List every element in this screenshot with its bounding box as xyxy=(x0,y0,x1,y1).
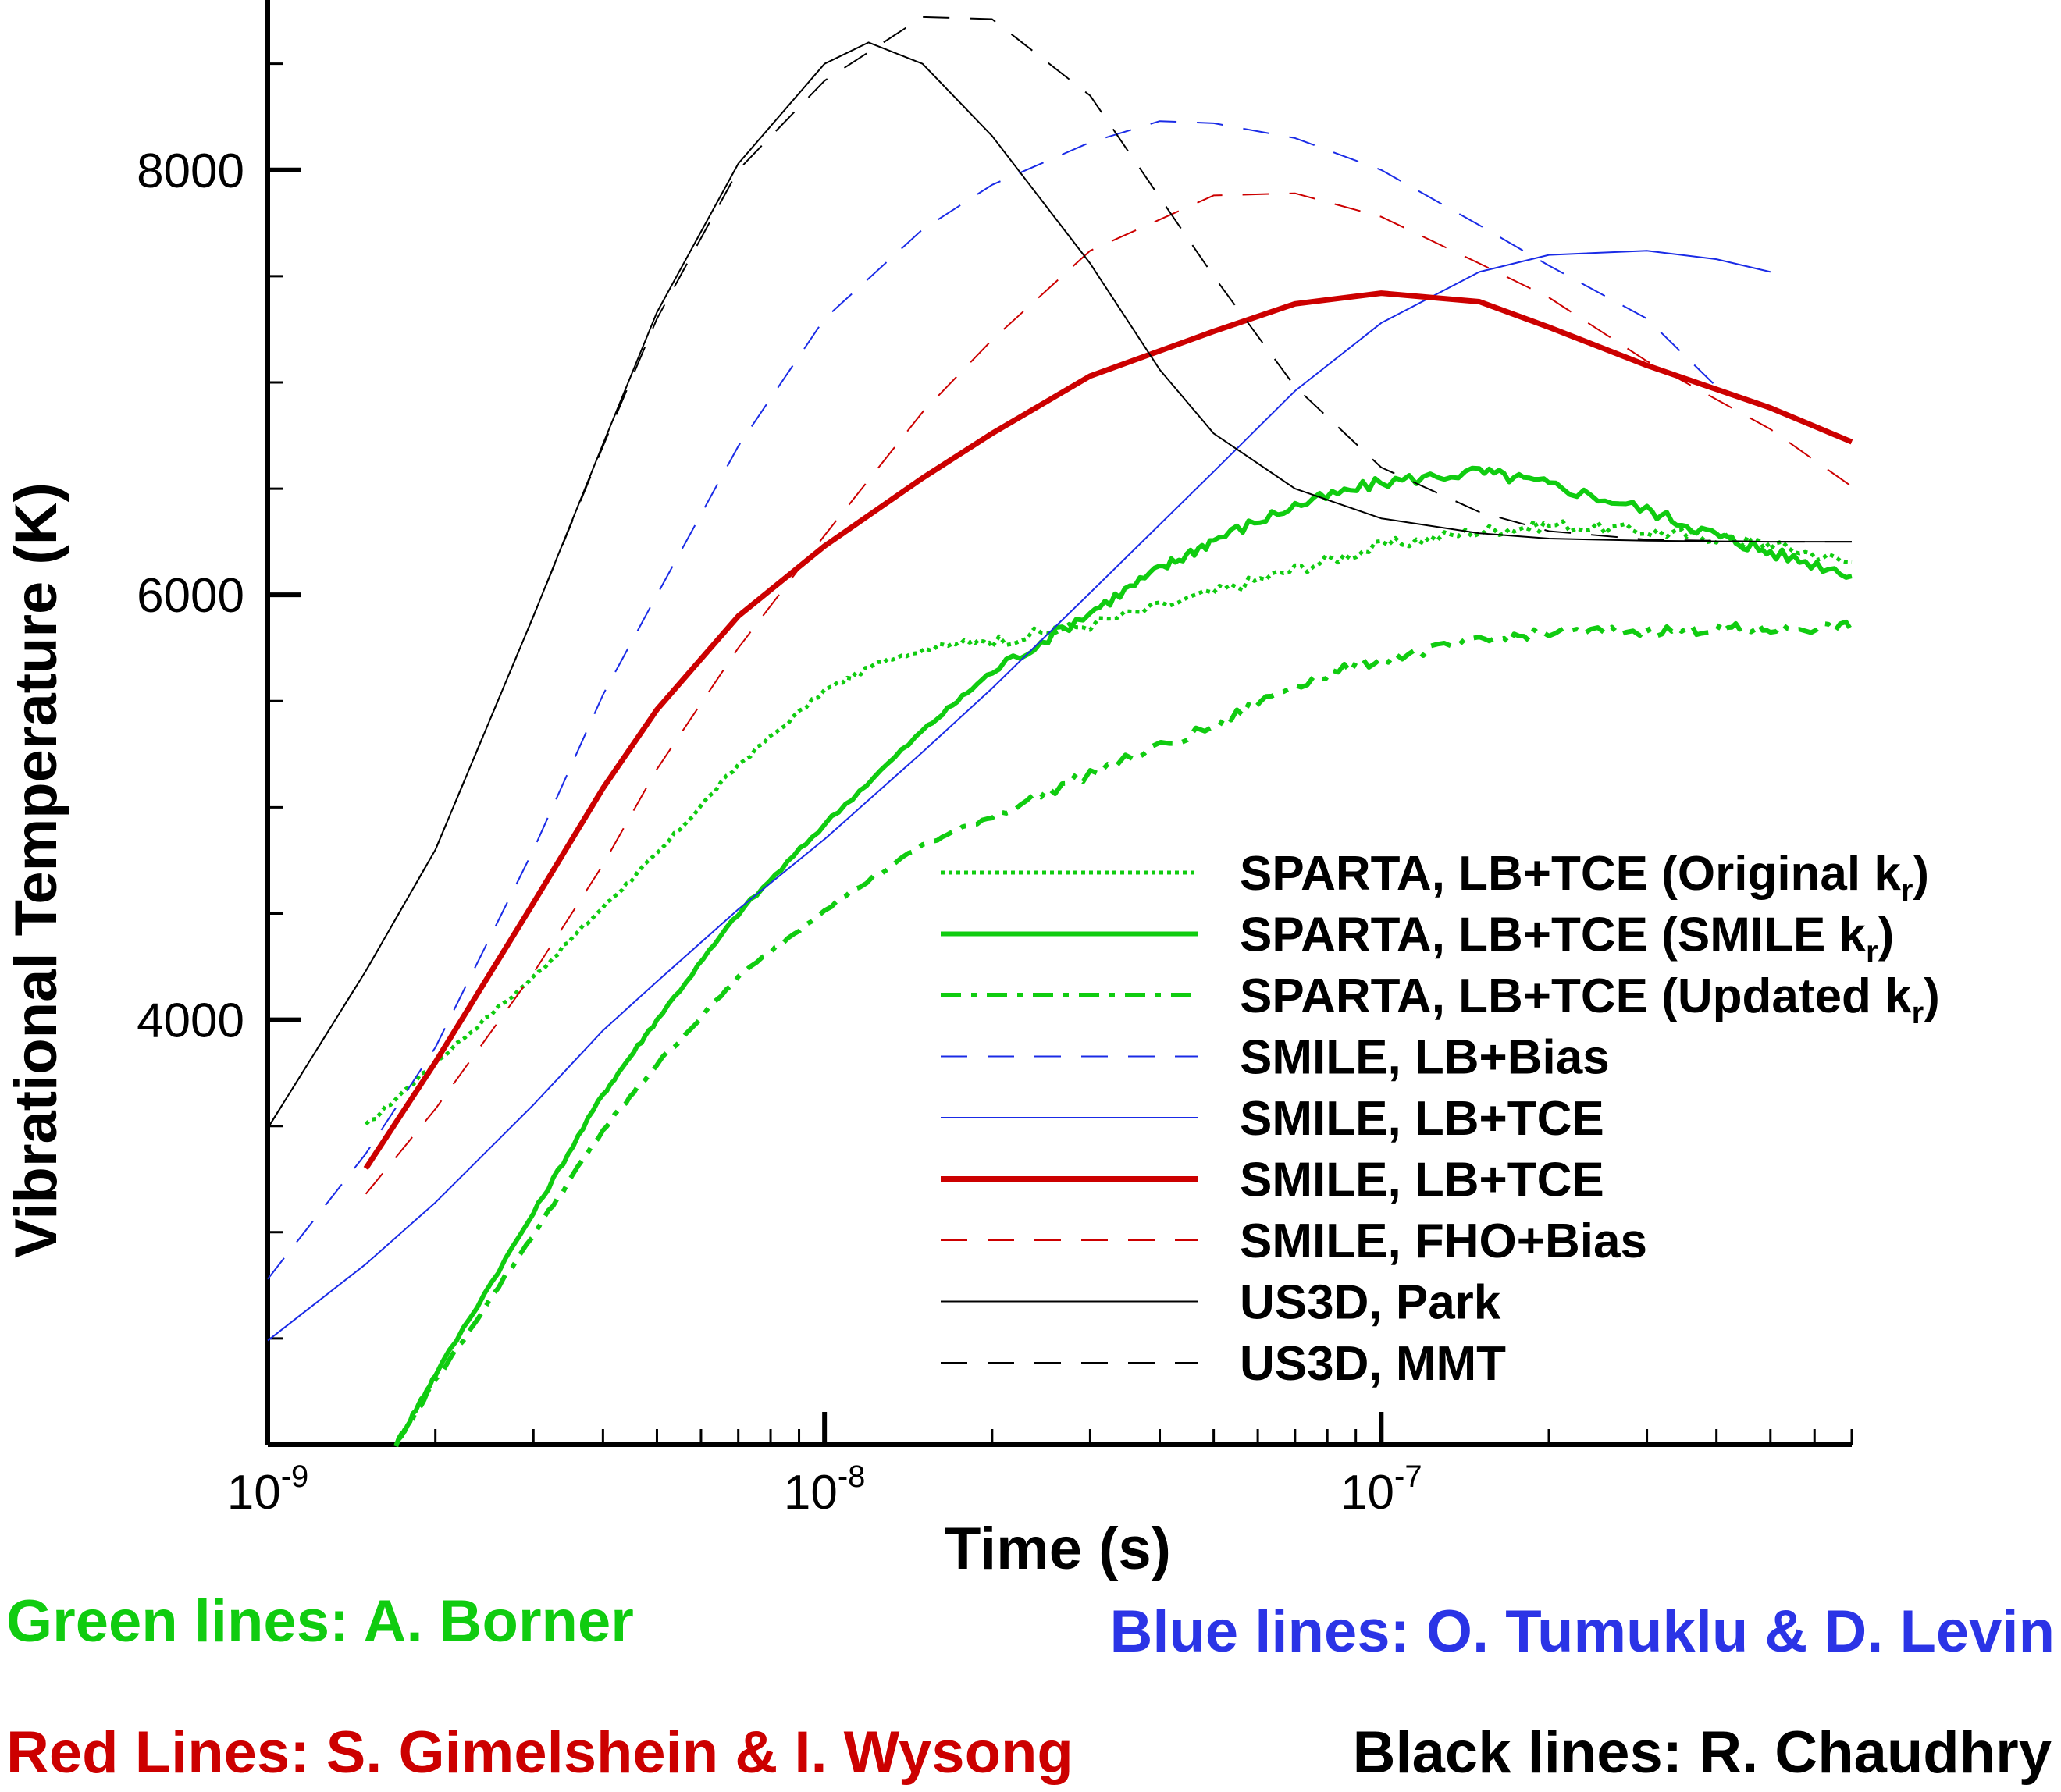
x-tick-label: 10-8 xyxy=(784,1460,866,1520)
x-tick-label: 10-9 xyxy=(227,1460,309,1520)
y-tick-label: 8000 xyxy=(137,144,244,198)
legend-label: US3D, MMT xyxy=(1240,1337,1506,1391)
legend-label: US3D, Park xyxy=(1240,1276,1501,1330)
legend: SPARTA, LB+TCE (Original kr)SPARTA, LB+T… xyxy=(941,847,1940,1391)
credit-green: Green lines: A. Borner xyxy=(6,1588,634,1655)
x-axis-label: Time (s) xyxy=(945,1516,1171,1582)
credit-red: Red Lines: S. Gimelshein & I. Wysong xyxy=(6,1719,1073,1786)
credit-black: Black lines: R. Chaudhry xyxy=(1352,1719,2052,1786)
y-tick-label: 6000 xyxy=(137,569,244,623)
legend-label: SMILE, FHO+Bias xyxy=(1240,1214,1647,1268)
legend-label: SMILE, LB+TCE xyxy=(1240,1154,1604,1207)
y-tick-label: 4000 xyxy=(137,994,244,1048)
series-line-5 xyxy=(363,290,1853,1171)
series-line-0 xyxy=(364,518,1853,1126)
x-tick-label: 10-7 xyxy=(1340,1460,1422,1520)
series-line-6 xyxy=(365,192,1853,1195)
series-line-4 xyxy=(267,250,1771,1342)
series-layer xyxy=(267,16,1854,1448)
series-line-2 xyxy=(393,619,1854,1446)
y-axis-label: Vibrational Temperature (K) xyxy=(3,482,69,1258)
legend-label: SMILE, LB+TCE xyxy=(1240,1092,1604,1146)
series-line-8 xyxy=(267,16,1852,1129)
credit-blue: Blue lines: O. Tumuklu & D. Levin xyxy=(1109,1598,2055,1665)
series-line-3 xyxy=(267,120,1718,1280)
series-line-7 xyxy=(267,41,1852,1129)
legend-label: SPARTA, LB+TCE (SMILE kr) xyxy=(1240,908,1894,969)
legend-label: SPARTA, LB+TCE (Updated kr) xyxy=(1240,969,1940,1030)
legend-label: SPARTA, LB+TCE (Original kr) xyxy=(1240,847,1929,908)
axes: 4000 6000 8000 10-9 10-8 10-7 xyxy=(137,0,1853,1520)
series-line-1 xyxy=(393,465,1853,1448)
legend-label: SMILE, LB+Bias xyxy=(1240,1031,1610,1085)
